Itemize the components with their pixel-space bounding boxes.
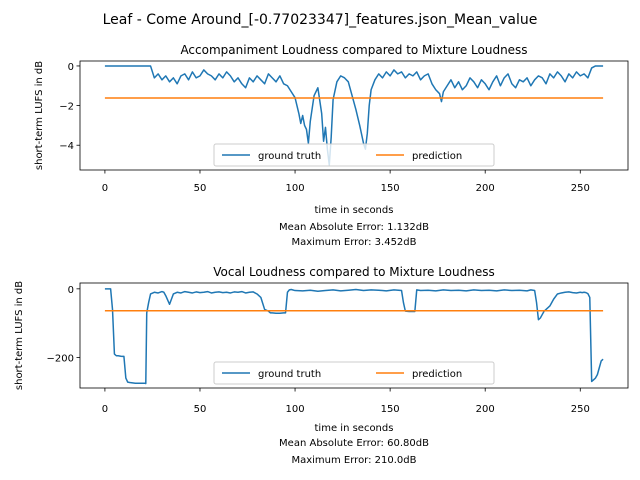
vocal-chart-title: Vocal Loudness compared to Mixture Loudn… [213, 265, 495, 279]
vocal-y-tick-label: 0 [68, 285, 74, 296]
accompaniment-legend: ground truth prediction [213, 143, 495, 167]
accompaniment-x-tick-label: 50 [194, 183, 207, 194]
accompaniment-x-tick-label: 250 [571, 183, 590, 194]
accompaniment-maximum-error: Maximum Error: 3.452dB [291, 237, 416, 248]
accompaniment-x-tick-label: 150 [381, 183, 400, 194]
figure-suptitle: Leaf - Come Around_[-0.77023347]_feature… [103, 12, 538, 28]
vocal-x-tick-label: 50 [194, 404, 207, 415]
vocal-legend: ground truth prediction [213, 361, 495, 385]
vocal-mean-absolute-error: Mean Absolute Error: 60.80dB [279, 438, 429, 449]
accompaniment-x-axis-label: time in seconds [315, 205, 394, 216]
vocal-legend-label-ground-truth: ground truth [258, 369, 321, 380]
vocal-x-tick-label: 0 [102, 404, 108, 415]
vocal-y-tick-label: −200 [47, 353, 74, 364]
accompaniment-y-tick-label: −2 [59, 102, 74, 113]
accompaniment-chart: Accompaniment Loudness compared to Mixtu… [34, 43, 629, 248]
accompaniment-x-tick-label: 0 [102, 183, 108, 194]
accompaniment-legend-label-ground-truth: ground truth [258, 151, 321, 162]
accompaniment-y-axis-label: short-term LUFS in dB [34, 61, 45, 170]
vocal-x-tick-label: 250 [571, 404, 590, 415]
vocal-legend-box [213, 361, 495, 385]
vocal-x-tick-label: 150 [381, 404, 400, 415]
accompaniment-legend-box [213, 143, 495, 167]
accompaniment-axes-frame [79, 60, 629, 171]
accompaniment-chart-title: Accompaniment Loudness compared to Mixtu… [180, 43, 527, 57]
accompaniment-x-tick-label: 100 [286, 183, 305, 194]
vocal-axes-frame [79, 282, 629, 389]
accompaniment-x-tick-label: 200 [476, 183, 495, 194]
vocal-chart: Vocal Loudness compared to Mixture Loudn… [14, 265, 629, 466]
vocal-x-axis-label: time in seconds [315, 423, 394, 434]
vocal-maximum-error: Maximum Error: 210.0dB [291, 455, 416, 466]
accompaniment-y-tick-label: −4 [59, 141, 74, 152]
vocal-x-tick-label: 100 [286, 404, 305, 415]
vocal-series-ground-truth-line [104, 288, 604, 385]
vocal-legend-label-prediction: prediction [412, 369, 462, 380]
vocal-y-axis-label: short-term LUFS in dB [14, 281, 25, 390]
accompaniment-y-tick-label: 0 [68, 62, 74, 73]
vocal-x-tick-label: 200 [476, 404, 495, 415]
accompaniment-legend-label-prediction: prediction [412, 151, 462, 162]
accompaniment-mean-absolute-error: Mean Absolute Error: 1.132dB [279, 222, 429, 233]
